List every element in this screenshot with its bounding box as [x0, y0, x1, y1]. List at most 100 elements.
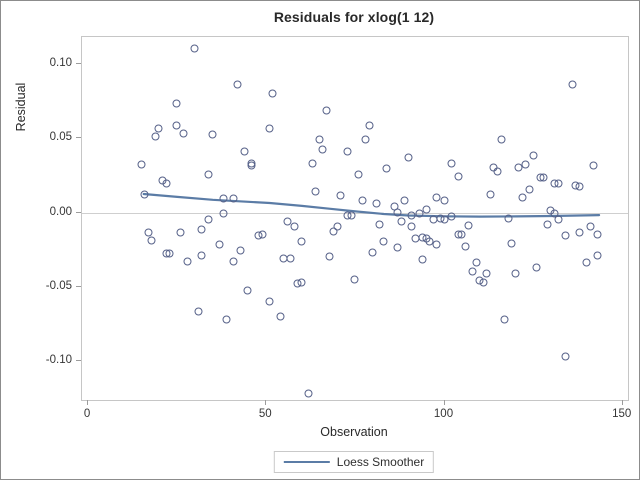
scatter-point: [243, 286, 252, 295]
scatter-point: [561, 352, 570, 361]
scatter-point: [554, 215, 562, 224]
scatter-point: [447, 212, 456, 221]
scatter-point: [393, 243, 402, 252]
scatter-point: [333, 222, 341, 231]
scatter-point: [589, 161, 598, 170]
scatter-point: [165, 249, 174, 258]
plot-area: [81, 36, 629, 401]
scatter-point: [582, 258, 591, 267]
scatter-point: [358, 196, 366, 205]
scatter-point: [361, 135, 370, 144]
x-axis-tick: [443, 400, 445, 405]
scatter-point: [194, 307, 202, 316]
scatter-point: [197, 225, 206, 234]
scatter-point: [318, 145, 327, 154]
scatter-point: [247, 161, 256, 170]
y-axis-tick: [76, 62, 81, 64]
y-axis-tick: [76, 285, 81, 287]
scatter-point: [575, 182, 584, 191]
y-axis-tick-label: -0.10: [45, 354, 72, 367]
scatter-point: [457, 230, 466, 239]
scatter-point: [147, 236, 156, 245]
scatter-point: [265, 297, 274, 306]
scatter-point: [215, 240, 224, 249]
y-axis-tick: [76, 360, 81, 362]
scatter-point: [529, 151, 538, 160]
x-axis-tick-label: 100: [433, 408, 454, 420]
scatter-point: [229, 194, 238, 203]
scatter-point: [440, 196, 448, 205]
scatter-point: [550, 209, 559, 218]
scatter-point: [400, 196, 409, 205]
scatter-point: [479, 278, 488, 286]
scatter-point: [240, 147, 249, 156]
scatter-point: [593, 251, 602, 260]
x-axis-tick: [621, 400, 623, 405]
scatter-point: [525, 185, 534, 194]
scatter-point: [204, 215, 213, 224]
scatter-point: [308, 159, 317, 167]
scatter-point: [336, 191, 345, 200]
scatter-point: [347, 211, 356, 219]
scatter-point: [137, 160, 145, 169]
scatter-point: [518, 193, 527, 202]
scatter-point: [204, 170, 213, 179]
scatter-point: [208, 130, 217, 139]
scatter-point: [219, 194, 227, 203]
x-axis-tick: [265, 400, 267, 405]
scatter-point: [325, 252, 334, 261]
scatter-point: [532, 263, 541, 272]
scatter-point: [304, 389, 313, 398]
y-axis-tick-label: 0.05: [49, 131, 72, 144]
scatter-point: [268, 89, 277, 97]
scatter-point: [393, 208, 402, 216]
scatter-point: [593, 230, 602, 239]
scatter-point: [507, 239, 516, 248]
scatter-point: [486, 190, 495, 199]
scatter-point: [315, 135, 324, 144]
scatter-point: [543, 220, 552, 228]
scatter-point: [183, 257, 192, 266]
y-axis-tick: [76, 137, 81, 139]
scatter-point: [422, 205, 431, 214]
scatter-point: [172, 121, 181, 130]
scatter-point: [500, 315, 509, 324]
scatter-point: [258, 230, 267, 239]
scatter-point: [219, 209, 227, 218]
y-axis-tick-label: -0.05: [45, 279, 72, 292]
scatter-point: [190, 44, 199, 53]
y-axis-label: Residual: [14, 82, 28, 132]
x-axis-tick-label: 50: [258, 408, 272, 420]
scatter-point: [432, 240, 441, 249]
scatter-point: [297, 237, 306, 246]
scatter-point: [229, 257, 238, 266]
scatter-point: [472, 258, 480, 267]
scatter-point: [539, 173, 548, 182]
chart-title: Residuals for xlog(1 12): [273, 9, 435, 25]
scatter-point: [172, 99, 181, 108]
scatter-point: [283, 217, 292, 225]
scatter-point: [176, 228, 185, 237]
scatter-point: [561, 231, 570, 240]
scatter-point: [265, 124, 274, 133]
scatter-point: [179, 129, 188, 138]
scatter-point: [461, 242, 470, 251]
scatter-point: [297, 278, 306, 286]
loess-smoother-line: [142, 192, 601, 218]
scatter-point: [415, 209, 423, 218]
x-axis-tick: [87, 400, 89, 405]
scatter-point: [154, 124, 163, 133]
scatter-point: [382, 164, 391, 173]
scatter-point: [276, 312, 284, 321]
scatter-point: [368, 248, 377, 257]
scatter-point: [493, 167, 502, 176]
scatter-point: [575, 228, 584, 237]
scatter-point: [454, 172, 463, 181]
scatter-point: [511, 269, 520, 277]
x-axis-label: Observation: [320, 425, 388, 439]
scatter-point: [468, 267, 477, 276]
scatter-point: [379, 237, 388, 246]
scatter-point: [554, 179, 562, 188]
scatter-point: [482, 269, 491, 277]
